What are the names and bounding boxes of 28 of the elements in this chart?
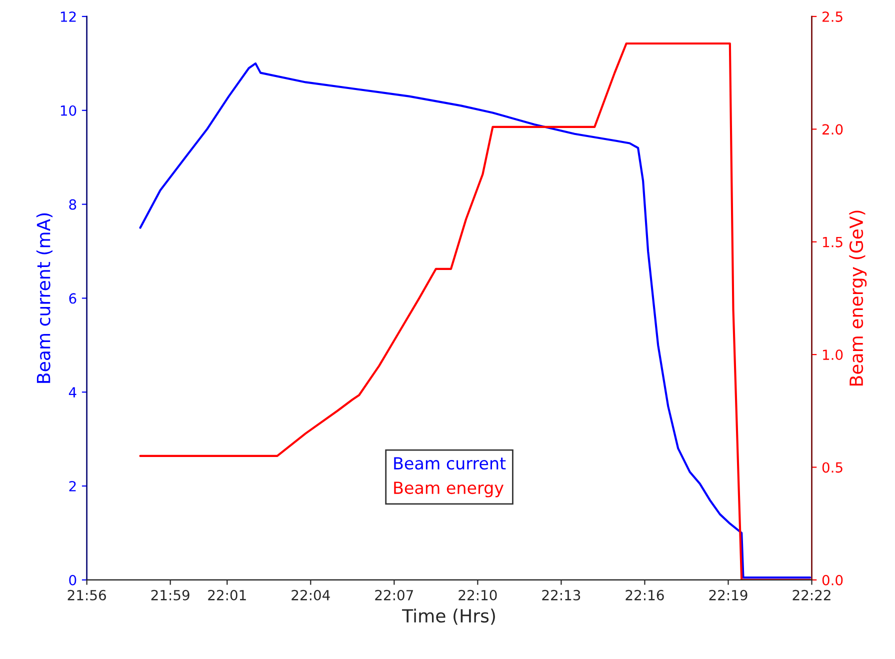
x-tick-label: 22:01	[208, 590, 246, 600]
y2-tick-label: 2.5	[822, 11, 842, 22]
y-tick-label: 0	[69, 574, 76, 586]
y-tick-label: 10	[60, 105, 76, 116]
y-tick-label: 2	[69, 480, 76, 492]
y-tick-label: 8	[69, 199, 76, 210]
y-tick-label: 6	[69, 293, 76, 304]
y2-axis-title: Beam energy (GeV)	[849, 210, 867, 386]
text: Beam energy	[394, 482, 504, 498]
y2-tick-label: 0.5	[822, 462, 842, 473]
x-tick-label: 21:56	[68, 590, 106, 600]
y2-tick-label: 1.0	[823, 350, 843, 360]
x-tick-label: 22:13	[542, 590, 580, 600]
y2-tick-label: 2.0	[822, 124, 843, 135]
text: Beam current	[394, 457, 506, 470]
x-tick-label: 21:59	[151, 590, 190, 600]
x-tick-label: 22:22	[792, 590, 830, 600]
x-tick-label: 22:19	[709, 590, 748, 600]
y-axis-title: Beam current (mA)	[36, 213, 52, 383]
y-tick-label: 4	[68, 387, 76, 398]
y-tick-label: 12	[60, 11, 76, 22]
x-axis-title: Time (Hrs)	[402, 608, 495, 625]
x-tick-label: 22:04	[292, 590, 330, 600]
x-tick-label: 22:16	[626, 590, 664, 600]
y2-tick-label: 1.5	[823, 237, 842, 248]
x-tick-label: 22:07	[375, 590, 413, 600]
y2-tick-label: 0.0	[822, 574, 843, 586]
x-tick-label: 22:10	[458, 590, 497, 600]
